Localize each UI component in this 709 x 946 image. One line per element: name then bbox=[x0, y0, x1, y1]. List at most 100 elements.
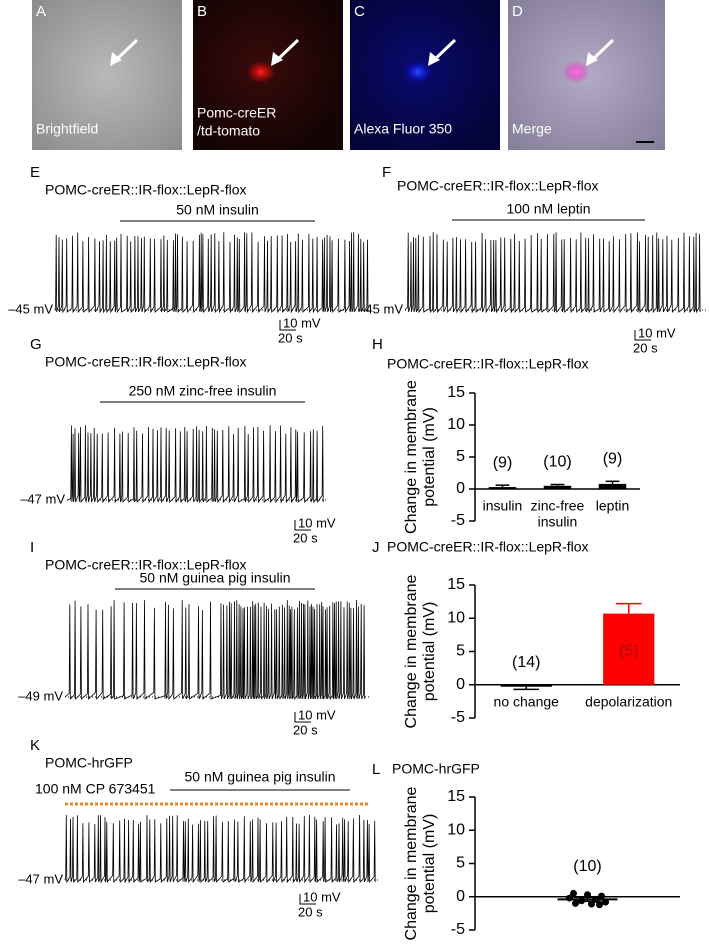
panel-letter: F bbox=[382, 164, 391, 181]
panel-letter: B bbox=[197, 3, 207, 20]
panel-letter: A bbox=[36, 3, 46, 20]
chart-title: POMC-creER::IR-flox::LepR-flox bbox=[387, 539, 588, 555]
panel-title: POMC-creER::IR-flox::LepR-flox bbox=[45, 557, 246, 573]
x-tick-label: insulin bbox=[483, 498, 523, 514]
panel-letter: I bbox=[30, 539, 34, 556]
y-tick-label: 0 bbox=[456, 480, 465, 497]
y-tick-label: 5 bbox=[456, 855, 465, 872]
y-axis-label: potential (mV) bbox=[421, 602, 438, 702]
y-tick-label: 0 bbox=[456, 888, 465, 905]
voltage-trace bbox=[64, 599, 365, 701]
panel-letter: J bbox=[372, 539, 380, 556]
data-point bbox=[584, 891, 591, 899]
chart-title: POMC-creER::IR-flox::LepR-flox bbox=[387, 356, 588, 372]
y-tick-label: 15 bbox=[447, 576, 465, 593]
voltage-trace bbox=[64, 814, 376, 884]
baseline-label: –47 mV bbox=[18, 871, 63, 886]
n-label: (10) bbox=[543, 454, 571, 471]
bar bbox=[603, 613, 655, 685]
y-tick-label: 15 bbox=[447, 788, 465, 805]
y-tick-label: -5 bbox=[451, 512, 465, 529]
arrow-head bbox=[110, 52, 122, 66]
arrow-head bbox=[586, 52, 598, 66]
drug-label: 50 nM guinea pig insulin bbox=[140, 570, 291, 586]
scale-x-label: 20 s bbox=[293, 722, 318, 737]
y-tick-label: 0 bbox=[456, 676, 465, 693]
panel-title: POMC-creER::IR-flox::LepR-flox bbox=[397, 178, 598, 194]
data-point bbox=[570, 889, 577, 897]
x-tick-label: zinc-free bbox=[531, 498, 585, 514]
data-point bbox=[588, 900, 595, 908]
n-label: (9) bbox=[493, 454, 513, 471]
baseline-label: –47 mV bbox=[20, 491, 65, 506]
arrow-head bbox=[428, 52, 440, 66]
y-axis-label: potential (mV) bbox=[421, 407, 438, 507]
scale-y-label: 10 mV bbox=[283, 315, 321, 330]
cell-signal bbox=[562, 61, 590, 83]
bar bbox=[598, 483, 627, 489]
x-tick-label: depolarization bbox=[585, 693, 672, 709]
bar bbox=[488, 487, 517, 489]
panel-letter: H bbox=[372, 336, 383, 353]
n-label: (5) bbox=[619, 643, 639, 660]
cell-signal bbox=[247, 61, 275, 83]
drug-label: 50 nM guinea pig insulin bbox=[185, 769, 336, 785]
chart-title: POMC-hrGFP bbox=[392, 761, 480, 777]
arrow-head bbox=[271, 52, 283, 66]
image-label: /td-tomato bbox=[197, 123, 260, 139]
baseline-label: –45 mV bbox=[8, 301, 53, 316]
panel-title: POMC-creER::IR-flox::LepR-flox bbox=[45, 182, 246, 198]
scale-bar bbox=[294, 520, 311, 531]
scale-x-label: 20 s bbox=[293, 530, 318, 545]
y-tick-label: 10 bbox=[447, 609, 465, 626]
scale-bar bbox=[294, 712, 311, 723]
scale-x-label: 20 s bbox=[298, 904, 323, 919]
image-label: Alexa Fluor 350 bbox=[354, 121, 452, 137]
baseline-label: –45 mV bbox=[358, 301, 403, 316]
scale-bar bbox=[299, 894, 316, 905]
y-axis-label: Change in membrane bbox=[403, 786, 420, 940]
scale-bar bbox=[634, 330, 651, 341]
panel-letter: K bbox=[30, 737, 40, 754]
x-tick-label: no change bbox=[494, 693, 560, 709]
y-axis-label: Change in membrane bbox=[403, 380, 420, 534]
scale-y-label: 10 mV bbox=[303, 889, 341, 904]
drug-label: 250 nM zinc-free insulin bbox=[129, 383, 277, 399]
bar bbox=[543, 485, 572, 489]
scale-y-label: 10 mV bbox=[638, 325, 676, 340]
image-label: Brightfield bbox=[36, 121, 98, 137]
drug-label: 50 nM insulin bbox=[176, 202, 259, 218]
data-point bbox=[596, 901, 603, 909]
panel-title: POMC-hrGFP bbox=[45, 755, 133, 771]
image-label: Pomc-creER bbox=[197, 105, 276, 121]
data-point bbox=[566, 894, 573, 902]
scale-bar bbox=[279, 320, 296, 331]
baseline-label: –49 mV bbox=[18, 688, 63, 703]
pre-drug-label: 100 nM CP 673451 bbox=[35, 781, 156, 797]
voltage-trace bbox=[66, 425, 324, 504]
n-label: (14) bbox=[512, 654, 540, 671]
y-tick-label: -5 bbox=[451, 709, 465, 726]
x-tick-label: leptin bbox=[596, 498, 629, 514]
y-tick-label: -5 bbox=[451, 921, 465, 938]
micrograph bbox=[32, 0, 182, 150]
y-tick-label: 10 bbox=[447, 416, 465, 433]
y-tick-label: 5 bbox=[456, 643, 465, 660]
scale-x-label: 20 s bbox=[633, 340, 658, 355]
n-label: (10) bbox=[573, 858, 601, 875]
n-label: (9) bbox=[603, 451, 623, 468]
panel-title: POMC-creER::IR-flox::LepR-flox bbox=[45, 354, 246, 370]
panel-letter: D bbox=[512, 3, 523, 20]
scale-x-label: 20 s bbox=[278, 330, 303, 345]
y-tick-label: 5 bbox=[456, 448, 465, 465]
panel-letter: C bbox=[354, 3, 365, 20]
y-axis-label: Change in membrane bbox=[403, 574, 420, 728]
voltage-trace bbox=[404, 232, 701, 314]
y-tick-label: 15 bbox=[447, 384, 465, 401]
panel-letter: L bbox=[372, 761, 380, 778]
voltage-trace bbox=[54, 232, 369, 314]
x-tick-label: insulin bbox=[538, 514, 578, 530]
bar bbox=[500, 684, 552, 687]
panel-letter: G bbox=[30, 336, 42, 353]
